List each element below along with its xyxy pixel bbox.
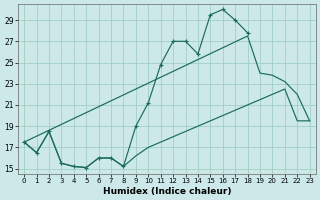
X-axis label: Humidex (Indice chaleur): Humidex (Indice chaleur) <box>103 187 231 196</box>
